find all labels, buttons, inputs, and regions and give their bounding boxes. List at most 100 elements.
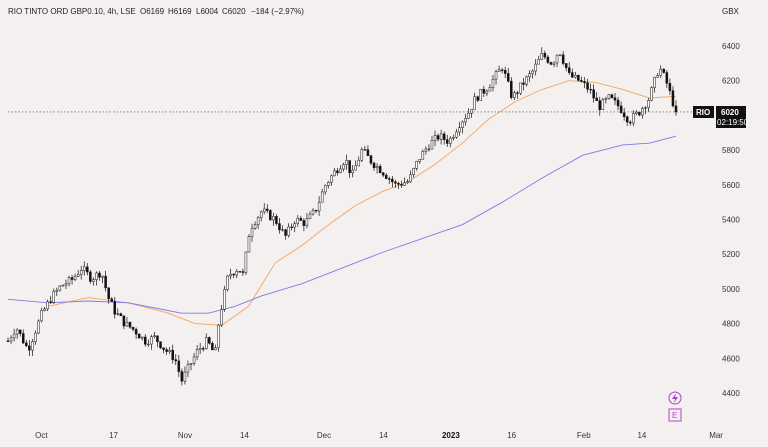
candle: [186, 360, 190, 378]
candle: [159, 341, 162, 349]
candle: [177, 355, 181, 377]
x-tick-label: 2023: [442, 431, 460, 440]
candle: [131, 326, 135, 332]
y-tick-label: 6200: [722, 77, 740, 86]
candle: [674, 100, 678, 116]
candle: [336, 167, 339, 176]
candle: [464, 113, 467, 126]
candle: [299, 215, 303, 222]
y-tick-label: 5000: [722, 285, 740, 294]
candle: [339, 165, 342, 174]
candle: [214, 344, 217, 351]
header-low: L6004: [196, 7, 219, 16]
candle: [601, 97, 605, 111]
candle: [15, 328, 19, 339]
candle: [647, 97, 650, 112]
candle: [119, 312, 123, 317]
candle: [525, 75, 528, 87]
candle: [351, 164, 354, 178]
earnings-icon[interactable]: E: [668, 408, 682, 422]
candle: [635, 110, 638, 116]
candle: [424, 146, 428, 155]
candle: [366, 145, 370, 156]
candle: [427, 144, 431, 152]
candle: [104, 270, 107, 292]
candle: [391, 176, 394, 188]
candle: [52, 288, 56, 304]
candle: [583, 77, 586, 89]
candle: [659, 65, 662, 79]
header-symbol: RIO TINTO ORD GBP0.10, 4h, LSE: [8, 7, 136, 16]
candle: [281, 225, 284, 232]
candle: [61, 284, 65, 287]
candle: [140, 336, 144, 341]
candle: [384, 173, 388, 180]
candle: [436, 133, 440, 142]
candle: [217, 323, 220, 352]
candle: [95, 271, 98, 286]
candle: [458, 121, 461, 136]
candle: [543, 50, 547, 60]
candle: [244, 251, 248, 275]
candle: [513, 90, 516, 100]
candle: [238, 271, 242, 273]
candle: [89, 270, 92, 284]
candle: [205, 333, 208, 350]
candle: [656, 73, 659, 78]
header-change: −184 (−2.97%): [251, 7, 304, 16]
candle: [592, 84, 595, 103]
candle: [549, 61, 553, 66]
candle: [180, 368, 184, 386]
candle: [305, 213, 309, 229]
candle: [546, 54, 550, 64]
candle: [400, 180, 403, 188]
candle: [272, 212, 275, 226]
candle: [595, 92, 598, 101]
x-tick-label: Oct: [35, 431, 48, 440]
candle: [153, 331, 156, 339]
candle: [220, 304, 223, 327]
candle: [165, 347, 168, 355]
x-tick-label: 14: [637, 431, 646, 440]
y-tick-label: 5200: [722, 250, 740, 259]
candle: [644, 106, 647, 115]
candle: [540, 47, 544, 61]
candle: [354, 160, 357, 171]
earnings-label: E: [672, 411, 677, 420]
candle: [323, 184, 327, 195]
y-tick-label: 4400: [722, 389, 740, 398]
candle: [250, 223, 254, 242]
candle: [150, 334, 153, 350]
candle: [622, 107, 626, 121]
candle: [22, 329, 25, 344]
y-tick-label: 5600: [722, 181, 740, 190]
candle: [9, 335, 13, 345]
candle: [415, 160, 418, 171]
candle: [537, 55, 540, 65]
candle: [278, 217, 281, 234]
lightning-icon[interactable]: [668, 391, 682, 405]
candle: [589, 83, 592, 95]
candle: [211, 341, 214, 351]
candle: [308, 211, 312, 220]
candle: [528, 70, 531, 82]
candle: [375, 163, 379, 174]
candle: [226, 274, 229, 292]
candle: [247, 234, 251, 253]
price-tag: RIO 6020 02:19:50: [693, 106, 749, 128]
candle: [171, 344, 174, 364]
candle: [369, 154, 373, 166]
candle: [198, 342, 202, 355]
candle: [168, 346, 171, 355]
candle: [662, 68, 666, 74]
candle: [201, 346, 205, 352]
x-tick-label: 16: [507, 431, 516, 440]
candle: [503, 66, 507, 79]
candle: [98, 270, 101, 281]
candle: [577, 74, 580, 82]
candle: [357, 156, 361, 167]
candle: [296, 215, 300, 227]
candle: [12, 328, 16, 342]
